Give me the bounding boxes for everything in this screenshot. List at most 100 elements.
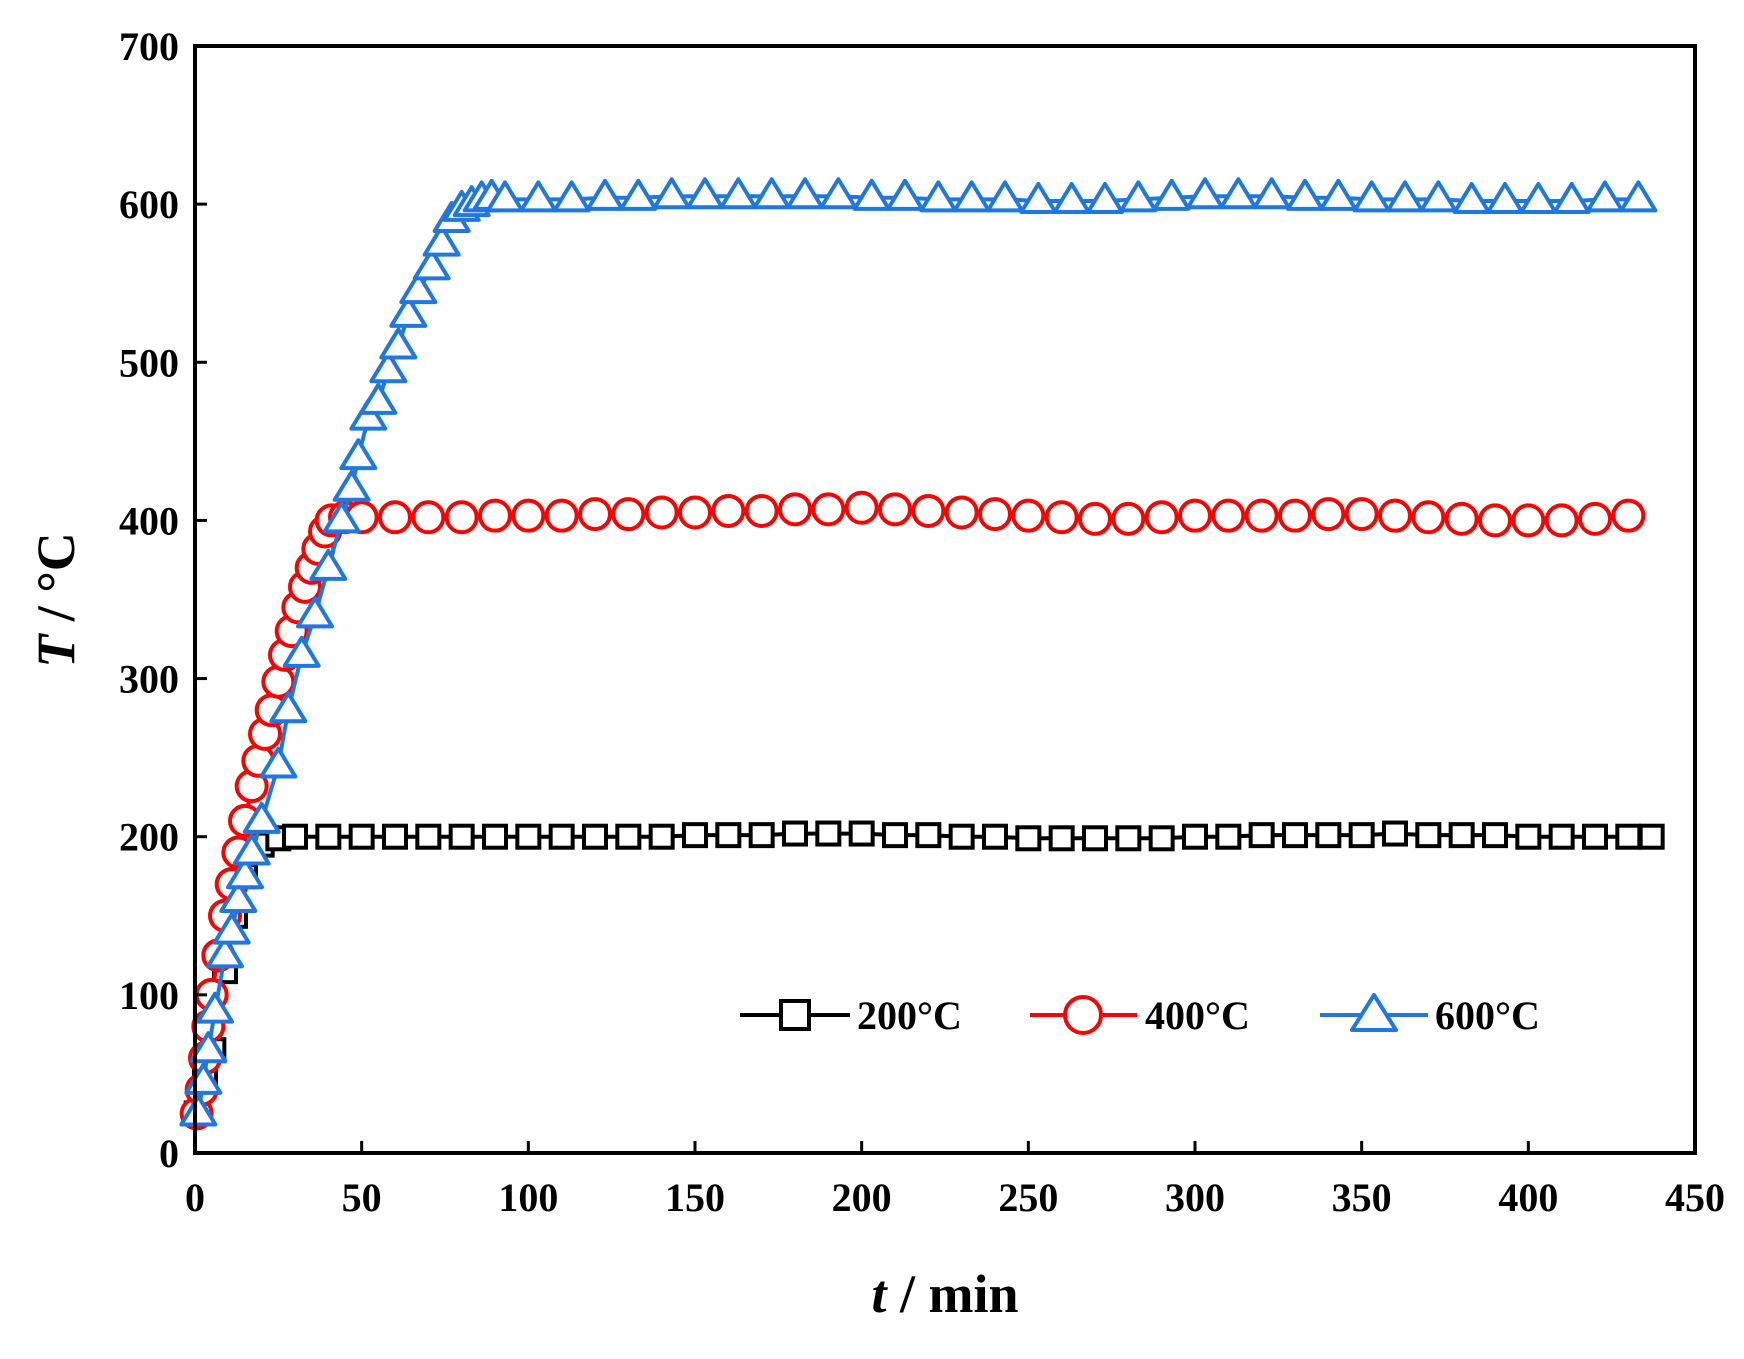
y-tick-label: 300 <box>119 657 179 702</box>
legend: 200°C 400°C 600°C <box>740 993 1540 1038</box>
data-point-triangle <box>919 180 958 213</box>
data-point-circle <box>744 493 779 528</box>
data-point-circle <box>1344 497 1379 532</box>
series-line-600 <box>196 194 1639 1114</box>
data-point-circle <box>1078 501 1112 536</box>
data-point-square <box>1182 823 1208 850</box>
data-point-triangle <box>1519 181 1558 214</box>
data-point-square <box>1048 825 1075 852</box>
data-point-circle <box>1211 498 1246 533</box>
data-point-square <box>1515 823 1542 850</box>
data-point-square <box>1615 823 1642 850</box>
data-point-triangle <box>486 180 524 213</box>
data-point-triangle <box>232 833 271 866</box>
data-point-triangle <box>552 180 591 213</box>
series-line-200 <box>194 831 1652 1115</box>
data-point-triangle <box>196 991 234 1024</box>
y-tick-label: 0 <box>159 1131 179 1176</box>
data-point-circle <box>1278 498 1312 533</box>
data-point-circle <box>1144 500 1179 535</box>
data-point-square <box>1448 822 1475 849</box>
data-point-square <box>815 820 842 847</box>
data-point-triangle <box>1352 180 1391 213</box>
data-point-square <box>1015 825 1042 852</box>
data-point-triangle <box>986 180 1024 213</box>
data-point-triangle <box>219 880 258 913</box>
data-point-triangle <box>389 295 428 328</box>
series-200 <box>183 820 1665 1127</box>
data-point-circle <box>1578 501 1612 536</box>
legend-label-200: 200°C <box>857 993 962 1038</box>
data-point-square <box>948 823 975 850</box>
data-point-circle <box>711 493 746 528</box>
data-point-triangle <box>1486 181 1524 214</box>
data-point-square <box>482 823 508 850</box>
data-point-triangle <box>332 469 371 502</box>
data-point-circle <box>1544 503 1579 538</box>
data-point-circle <box>444 500 479 535</box>
data-point-triangle <box>886 178 924 211</box>
data-point-square <box>348 823 375 850</box>
data-point-circle <box>1511 503 1546 538</box>
data-point-square <box>1148 825 1175 852</box>
data-point-square <box>748 822 775 849</box>
x-tick-label: 450 <box>1665 1175 1725 1220</box>
x-tick-label: 0 <box>185 1175 205 1220</box>
data-point-triangle <box>412 248 451 281</box>
data-point-triangle <box>686 177 724 210</box>
data-point-square <box>382 823 408 850</box>
y-tick-label: 100 <box>119 973 179 1018</box>
data-point-circle <box>511 498 546 533</box>
data-point-triangle <box>1552 181 1591 214</box>
x-tick-label: 200 <box>832 1175 892 1220</box>
data-point-circle <box>611 497 646 532</box>
data-point-circle <box>1244 498 1279 533</box>
data-point-circle <box>378 500 412 535</box>
x-tick-label: 50 <box>342 1175 382 1220</box>
data-point-triangle <box>1152 178 1191 211</box>
data-point-triangle <box>189 1031 228 1064</box>
data-point-triangle <box>259 746 298 779</box>
data-point-circle <box>778 492 812 527</box>
data-point-triangle <box>322 501 361 534</box>
data-point-triangle <box>1219 177 1258 210</box>
x-tick-label: 250 <box>998 1175 1058 1220</box>
y-axis-unit: / °C <box>26 532 86 635</box>
x-tick-label: 300 <box>1165 1175 1225 1220</box>
data-point-triangle <box>1319 178 1358 211</box>
data-point-circle <box>1311 497 1346 532</box>
data-point-square <box>1548 823 1575 850</box>
data-point-triangle <box>1052 181 1091 214</box>
legend-marker-square <box>779 999 811 1031</box>
data-point-triangle <box>1452 181 1491 214</box>
data-point-circle <box>578 497 612 532</box>
data-point-triangle <box>226 857 264 890</box>
data-point-circle <box>978 497 1012 532</box>
plot-frame <box>193 44 1697 1155</box>
data-point-triangle <box>1086 181 1124 214</box>
data-point-square <box>848 820 875 847</box>
data-point-triangle <box>819 177 858 210</box>
data-point-circle <box>1611 498 1646 533</box>
legend-marker-triangle <box>1350 993 1398 1032</box>
data-point-triangle <box>1286 178 1324 211</box>
data-point-square <box>1382 820 1408 847</box>
data-point-triangle <box>652 177 691 210</box>
data-point-triangle <box>369 351 408 384</box>
data-point-square <box>1282 822 1308 849</box>
data-point-square <box>1115 825 1142 852</box>
data-point-triangle <box>1619 180 1658 213</box>
data-point-square <box>1215 823 1242 850</box>
y-tick-label: 600 <box>119 182 179 227</box>
data-point-square <box>315 823 342 850</box>
data-point-square <box>882 822 908 849</box>
data-point-circle <box>1378 498 1412 533</box>
data-point-circle <box>544 498 579 533</box>
legend-label-600: 600°C <box>1435 993 1540 1038</box>
data-point-square <box>682 822 708 849</box>
data-point-circle <box>411 500 446 535</box>
tick-layer: 0 50 100 150 200 250 300 350 400 450 0 100 200 300 400… <box>119 24 1725 1220</box>
data-point-triangle <box>1386 180 1424 213</box>
